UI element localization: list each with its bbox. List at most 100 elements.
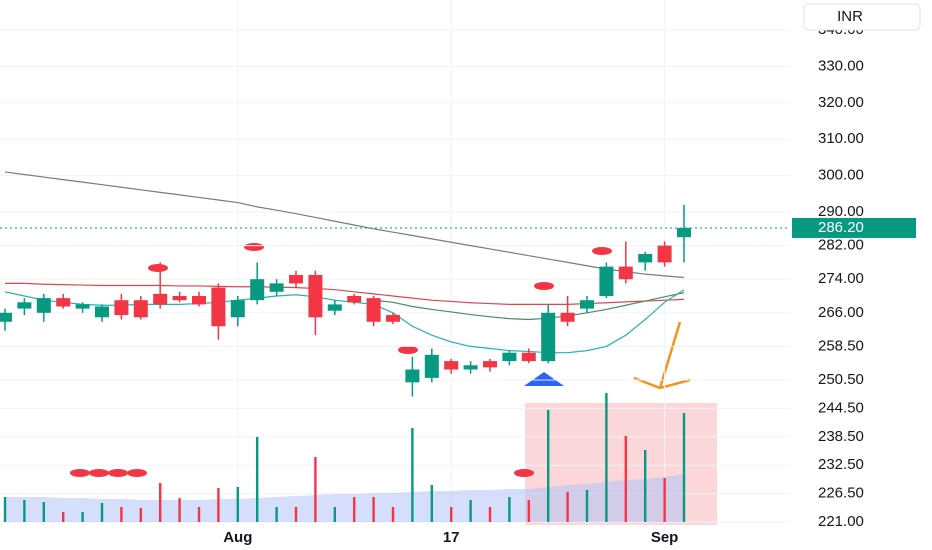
volume-bar	[217, 488, 220, 522]
ma-line	[5, 282, 685, 305]
volume-bar	[430, 485, 433, 522]
y-tick-label: 274.00	[818, 270, 864, 287]
volume-bar	[159, 483, 162, 522]
candle-body	[269, 283, 284, 292]
y-tick-label: 266.00	[818, 304, 864, 321]
y-tick-label: 221.00	[818, 513, 864, 530]
ma-line	[4, 289, 685, 354]
candle-body	[192, 296, 206, 305]
volume-bar	[197, 507, 201, 522]
candle-body	[211, 287, 226, 327]
candle-body	[618, 266, 633, 280]
y-tick-label: 238.50	[818, 428, 864, 445]
candle-body	[502, 352, 517, 362]
candle-body	[327, 304, 342, 311]
x-tick-label: Sep	[651, 529, 679, 546]
volume-bar	[236, 487, 239, 522]
candle-body	[0, 312, 12, 322]
candle-body	[250, 279, 265, 301]
candle-body	[347, 296, 362, 303]
arrow-annotation	[633, 321, 691, 390]
candle-body	[36, 298, 51, 313]
currency-button[interactable]	[803, 3, 921, 31]
candle-body	[133, 300, 148, 318]
y-tick-label: 282.00	[818, 237, 864, 254]
candle-body	[230, 300, 245, 318]
volume-bar	[62, 512, 65, 522]
candle-body	[153, 293, 168, 305]
candle-body	[95, 306, 109, 318]
volume-bar	[411, 428, 414, 522]
y-tick-label: 244.50	[818, 399, 864, 416]
last-price-label: 286.20	[818, 219, 864, 236]
volume-bar	[585, 490, 589, 522]
candle-body	[560, 312, 575, 322]
volume-bar	[450, 507, 453, 522]
volume-bar	[488, 507, 492, 522]
volume-bar	[294, 507, 298, 522]
y-tick-label: 232.50	[818, 456, 864, 473]
volume-bar	[508, 497, 511, 522]
y-tick-label: 330.00	[818, 57, 864, 74]
candle-body	[521, 352, 536, 362]
volume-bar	[682, 413, 686, 522]
y-tick-label: 258.50	[818, 337, 864, 354]
candle-body	[483, 361, 497, 368]
volume-bar	[23, 500, 26, 522]
currency-label: INR	[837, 8, 863, 25]
last-price-badge	[792, 217, 916, 238]
volume-bar	[391, 507, 395, 522]
volume-bar	[605, 393, 608, 522]
volume-bar	[624, 436, 627, 522]
volume-bar	[547, 410, 550, 522]
ma-line	[373, 292, 685, 321]
x-tick-label: 17	[443, 529, 460, 546]
candle-body	[463, 365, 478, 370]
candle-body	[599, 266, 614, 296]
event-markers	[70, 243, 612, 477]
candle-body	[308, 275, 323, 318]
candle-body	[366, 298, 381, 322]
volume-bar	[314, 457, 317, 522]
volume-bar	[256, 437, 259, 522]
candle-body	[56, 298, 71, 307]
candle-body	[386, 315, 400, 322]
x-tick-label: Aug	[223, 529, 252, 546]
candle-body	[172, 296, 187, 301]
candle-body	[677, 227, 691, 238]
volume-bar	[353, 497, 356, 522]
volume-bar	[81, 512, 84, 522]
candle-body	[638, 254, 653, 263]
y-tick-label: 300.00	[818, 167, 864, 184]
signal-triangle	[524, 372, 564, 386]
y-tick-label: 250.50	[818, 371, 864, 388]
candle-body	[580, 300, 594, 309]
candle-body	[657, 245, 672, 263]
candle-body	[405, 369, 420, 383]
volume-bar	[42, 502, 45, 522]
y-tick-label: 290.00	[818, 203, 864, 220]
volume-bar	[527, 500, 530, 522]
volume-bar	[100, 503, 104, 522]
volume-bar	[120, 507, 123, 522]
candle-body	[114, 300, 129, 316]
volume-bar	[178, 498, 181, 522]
volume-bar	[275, 507, 278, 522]
candle-body	[541, 312, 556, 362]
candle-body	[444, 361, 459, 370]
volume-bar	[663, 478, 666, 522]
volume-bar	[3, 497, 7, 522]
candle-body	[289, 275, 303, 284]
y-tick-label: 226.50	[818, 485, 864, 502]
volume-ma-area	[5, 474, 684, 522]
ma-line	[4, 171, 685, 279]
candle-body	[424, 354, 439, 378]
y-tick-label: 320.00	[818, 94, 864, 111]
volume-bar	[644, 450, 647, 522]
volume-bar	[566, 492, 569, 522]
candle-body	[17, 302, 32, 309]
volume-bar	[333, 507, 336, 522]
y-tick-label: 310.00	[818, 130, 864, 147]
volume-bar	[139, 508, 142, 522]
volume-bar	[372, 497, 375, 522]
